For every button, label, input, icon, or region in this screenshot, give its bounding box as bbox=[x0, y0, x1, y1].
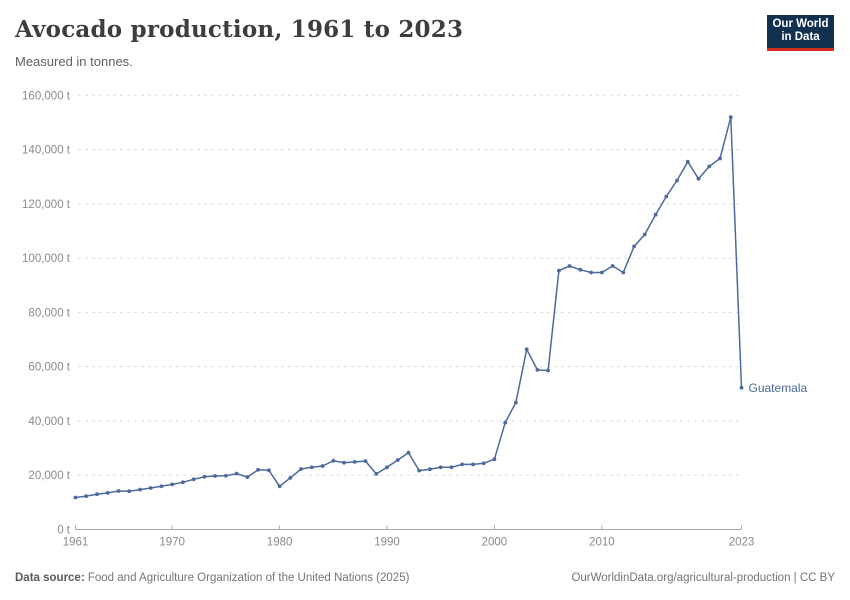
attribution-link[interactable]: OurWorldinData.org/agricultural-producti… bbox=[571, 572, 835, 584]
data-point[interactable] bbox=[213, 474, 218, 478]
data-point[interactable] bbox=[460, 462, 465, 467]
data-point[interactable] bbox=[707, 164, 712, 169]
data-point[interactable] bbox=[245, 475, 250, 479]
data-point[interactable] bbox=[449, 465, 454, 470]
data-point[interactable] bbox=[116, 489, 121, 493]
owid-logo-line2: in Data bbox=[781, 31, 820, 43]
data-point[interactable] bbox=[352, 460, 357, 464]
data-point[interactable] bbox=[320, 464, 325, 468]
x-tick-label: 2000 bbox=[482, 537, 508, 549]
entity-label[interactable]: Guatemala bbox=[749, 381, 808, 395]
data-point[interactable] bbox=[632, 244, 636, 249]
data-point[interactable] bbox=[363, 459, 368, 463]
data-point[interactable] bbox=[514, 400, 518, 405]
data-point[interactable] bbox=[374, 472, 379, 476]
data-point[interactable] bbox=[653, 212, 658, 217]
data-source-label: Data source: bbox=[15, 572, 85, 584]
y-tick-label: 120,000 t bbox=[22, 199, 71, 211]
data-point[interactable] bbox=[95, 492, 99, 497]
data-point[interactable] bbox=[567, 264, 572, 268]
data-point[interactable] bbox=[138, 487, 142, 492]
data-point[interactable] bbox=[202, 474, 207, 479]
data-point[interactable] bbox=[642, 232, 647, 237]
y-tick-label: 20,000 t bbox=[28, 470, 70, 482]
x-tick-label: 1961 bbox=[63, 537, 89, 549]
data-point[interactable] bbox=[73, 495, 78, 500]
data-point[interactable] bbox=[406, 450, 411, 455]
data-point[interactable] bbox=[718, 156, 722, 161]
data-point[interactable] bbox=[428, 467, 432, 472]
data-point[interactable] bbox=[524, 347, 529, 352]
data-point[interactable] bbox=[299, 467, 303, 471]
data-point[interactable] bbox=[438, 465, 443, 470]
data-point[interactable] bbox=[159, 484, 164, 489]
data-point[interactable] bbox=[267, 468, 271, 473]
data-point[interactable] bbox=[685, 159, 690, 164]
data-point[interactable] bbox=[288, 476, 293, 480]
y-tick-label: 0 t bbox=[57, 525, 71, 537]
data-source-text: Food and Agriculture Organization of the… bbox=[84, 572, 410, 584]
data-point[interactable] bbox=[610, 264, 615, 268]
y-tick-label: 140,000 t bbox=[22, 145, 71, 157]
x-tick-label: 1990 bbox=[374, 537, 400, 549]
data-point[interactable] bbox=[342, 460, 346, 465]
chart-subtitle: Measured in tonnes. bbox=[15, 54, 133, 69]
data-point[interactable] bbox=[675, 178, 679, 183]
data-point[interactable] bbox=[277, 484, 282, 489]
data-point[interactable] bbox=[331, 458, 336, 463]
data-point[interactable] bbox=[191, 477, 196, 482]
data-point[interactable] bbox=[535, 368, 540, 372]
x-tick-label: 1970 bbox=[159, 537, 185, 549]
data-point[interactable] bbox=[471, 462, 475, 467]
data-point[interactable] bbox=[696, 176, 701, 181]
data-point[interactable] bbox=[492, 457, 497, 462]
data-point[interactable] bbox=[127, 489, 132, 494]
owid-logo[interactable]: Our World in Data bbox=[767, 15, 834, 51]
chart-footer: Data source: Food and Agriculture Organi… bbox=[0, 572, 850, 588]
x-tick-label: 2023 bbox=[729, 537, 755, 549]
y-tick-label: 40,000 t bbox=[28, 416, 70, 428]
data-point[interactable] bbox=[600, 270, 604, 275]
data-point[interactable] bbox=[546, 368, 550, 373]
y-tick-label: 60,000 t bbox=[28, 362, 70, 374]
y-tick-label: 160,000 t bbox=[22, 90, 71, 102]
data-point[interactable] bbox=[84, 494, 89, 498]
data-point[interactable] bbox=[664, 194, 669, 199]
data-point[interactable] bbox=[557, 268, 561, 273]
owid-logo-line1: Our World bbox=[772, 18, 829, 30]
y-tick-label: 80,000 t bbox=[28, 307, 70, 319]
data-point[interactable] bbox=[309, 465, 314, 470]
data-point[interactable] bbox=[578, 267, 583, 272]
data-point[interactable] bbox=[148, 486, 153, 490]
data-point[interactable] bbox=[395, 458, 400, 462]
data-point[interactable] bbox=[385, 465, 389, 470]
data-point[interactable] bbox=[256, 467, 260, 472]
data-point[interactable] bbox=[417, 468, 422, 473]
data-point[interactable] bbox=[739, 385, 744, 390]
chart-title: Avocado production, 1961 to 2023 bbox=[15, 16, 464, 43]
data-point[interactable] bbox=[728, 115, 733, 120]
data-point[interactable] bbox=[481, 461, 486, 466]
data-point[interactable] bbox=[105, 491, 110, 495]
data-source: Data source: Food and Agriculture Organi… bbox=[15, 572, 409, 584]
data-line[interactable] bbox=[74, 116, 743, 499]
data-point[interactable] bbox=[503, 420, 508, 425]
data-point[interactable] bbox=[181, 480, 185, 485]
y-tick-label: 100,000 t bbox=[22, 253, 71, 265]
data-point[interactable] bbox=[234, 471, 239, 476]
data-point[interactable] bbox=[170, 482, 175, 487]
data-point[interactable] bbox=[589, 270, 593, 275]
data-point[interactable] bbox=[224, 473, 228, 478]
x-tick-label: 1980 bbox=[267, 537, 293, 549]
data-point[interactable] bbox=[621, 270, 626, 275]
x-tick-label: 2010 bbox=[589, 537, 615, 549]
